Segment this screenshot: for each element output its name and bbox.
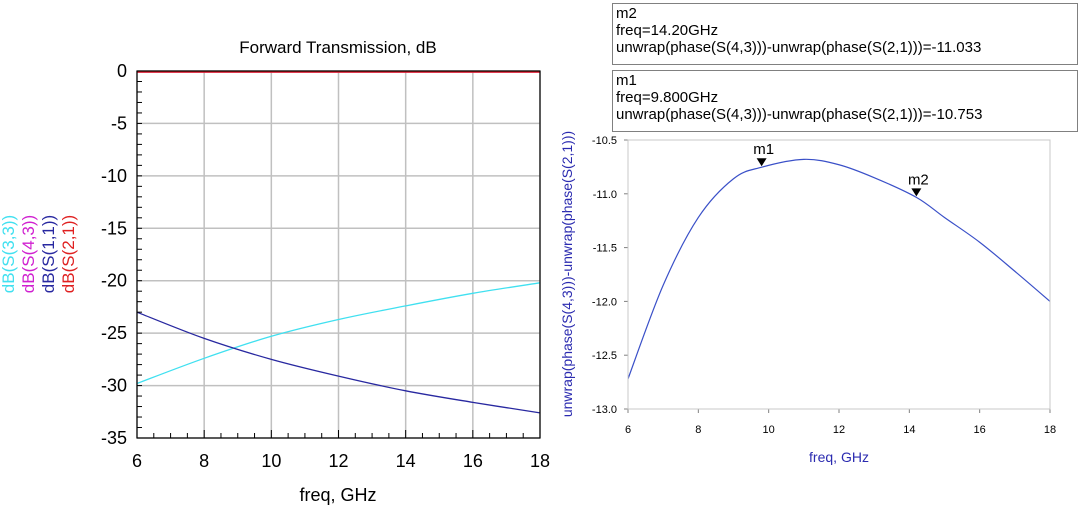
left-y-tick-label: -20 <box>101 271 127 291</box>
right-y-axis-label: unwrap(phase(S(4,3)))-unwrap(phase(S(2,1… <box>559 131 575 417</box>
marker-value: unwrap(phase(S(4,3)))-unwrap(phase(S(2,1… <box>616 106 983 123</box>
marker-readout-m2: m2 freq=14.20GHz unwrap(phase(S(4,3)))-u… <box>612 3 1078 65</box>
legend-entry: dB(S(3,3)) <box>0 215 18 293</box>
marker-name: m2 <box>616 5 637 22</box>
marker-name: m1 <box>616 72 637 89</box>
right-x-axis-label: freq, GHz <box>809 449 869 465</box>
right-x-tick-label: 12 <box>833 424 845 436</box>
left-plot-frame <box>136 70 541 439</box>
marker-label-m2: m2 <box>908 171 929 188</box>
left-x-tick-label: 16 <box>463 451 483 471</box>
left-y-tick-label: -5 <box>111 113 127 133</box>
left-y-tick-label: -10 <box>101 166 127 186</box>
right-y-tick-label: -12.5 <box>592 350 617 362</box>
right-y-tick-label: -11.0 <box>593 189 617 201</box>
right-y-tick-label: -11.5 <box>593 243 617 255</box>
right-y-tick-label: -12.0 <box>592 296 617 308</box>
right-y-tick-label: -13.0 <box>592 404 617 416</box>
left-y-tick-label: -35 <box>101 428 127 448</box>
right-plot-frame <box>627 139 1051 410</box>
right-y-tick-label: -10.5 <box>592 135 617 147</box>
right-chart-markers: m1 m2 <box>753 141 929 197</box>
left-x-tick-label: 8 <box>199 451 209 471</box>
marker-value: unwrap(phase(S(4,3)))-unwrap(phase(S(2,1… <box>616 39 982 56</box>
marker-triangle-m2 <box>911 188 922 197</box>
left-y-tick-label: -25 <box>101 323 127 343</box>
left-chart-title: Forward Transmission, dB <box>239 38 436 57</box>
marker-triangle-m1 <box>756 158 767 167</box>
marker-label-m1: m1 <box>753 141 774 158</box>
left-x-axis-label: freq, GHz <box>299 485 376 505</box>
right-x-tick-label: 14 <box>903 424 915 436</box>
series-line-dBS11 <box>136 311 541 414</box>
left-y-tick-label: -30 <box>101 376 127 396</box>
right-x-tick-label: 10 <box>763 424 775 436</box>
right-chart-ticks: 6 8 10 12 14 16 18 -10.5 -11.0 -11.5 -12.0 -12.5 -13… <box>592 135 1056 436</box>
right-x-tick-label: 6 <box>625 424 631 436</box>
left-x-tick-label: 18 <box>530 451 550 471</box>
left-chart-grid <box>136 70 541 439</box>
marker-readout-m1: m1 freq=9.800GHz unwrap(phase(S(4,3)))-u… <box>612 70 1078 132</box>
marker-freq: freq=14.20GHz <box>616 22 719 39</box>
left-y-tick-label: 0 <box>117 61 127 81</box>
left-x-tick-label: 10 <box>261 451 281 471</box>
marker-freq: freq=9.800GHz <box>616 89 719 106</box>
left-x-tick-label: 6 <box>132 451 142 471</box>
left-y-tick-label: -15 <box>101 218 127 238</box>
phase-difference-line <box>627 158 1051 380</box>
left-chart-lines <box>136 71 541 414</box>
legend-entry: dB(S(2,1)) <box>59 215 78 293</box>
left-legend: dB(S(3,3)) dB(S(4,3)) dB(S(1,1)) dB(S(2,1)) <box>0 215 78 293</box>
right-x-tick-label: 18 <box>1044 424 1056 436</box>
legend-entry: dB(S(1,1)) <box>39 215 58 293</box>
right-chart-lines <box>627 158 1051 380</box>
right-x-tick-label: 16 <box>974 424 986 436</box>
left-x-tick-label: 12 <box>328 451 348 471</box>
series-line-dBS33 <box>136 282 541 385</box>
legend-entry: dB(S(4,3)) <box>19 215 38 293</box>
left-x-tick-label: 14 <box>396 451 416 471</box>
left-chart-ticks: 6 8 10 12 14 16 18 0 -5 -10 -15 -20 -25 -30 -35 <box>101 61 550 471</box>
right-x-tick-label: 8 <box>695 424 701 436</box>
